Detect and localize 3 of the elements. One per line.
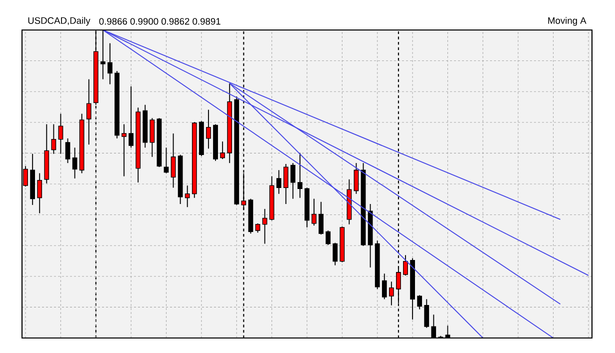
text: Moving A [548, 17, 586, 26]
text: 0.9866 0.9900 0.9862 0.9891 [99, 18, 220, 25]
chart-title: USDCAD,Daily [28, 17, 90, 26]
